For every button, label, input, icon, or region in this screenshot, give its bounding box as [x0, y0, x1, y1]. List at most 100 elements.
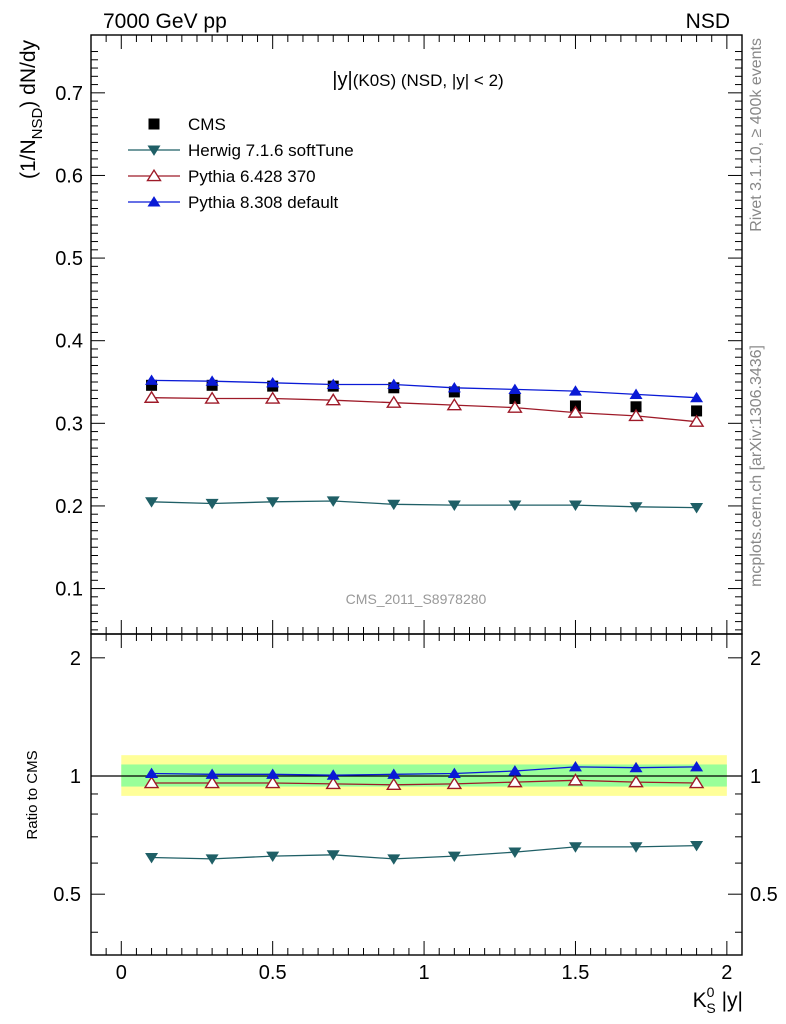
data-point: [447, 381, 461, 393]
ratio-series-0: [145, 841, 704, 865]
data-point: [508, 383, 522, 394]
data-point: [205, 498, 219, 510]
legend-entry: Pythia 6.428 370: [128, 167, 316, 186]
ratio-series-1: [143, 773, 705, 791]
data-point: [509, 393, 521, 405]
data-point: [264, 391, 281, 404]
ratio-point: [266, 768, 280, 779]
data-point: [568, 500, 582, 511]
data-point: [629, 388, 643, 399]
y-tick-label: 0.4: [55, 331, 83, 353]
plot-title: |y|(K0S) (NSD, |y| < 2): [332, 69, 503, 91]
legend-marker: [147, 196, 161, 207]
data-point: [325, 393, 341, 406]
x-tick-label: 0: [116, 962, 127, 984]
data-point: [508, 500, 522, 511]
series-3: [145, 374, 704, 403]
x-tick-label: 0.5: [259, 962, 287, 984]
data-point: [326, 378, 340, 390]
data-point: [386, 395, 402, 408]
mcplots-info: mcplots.cern.ch [arXiv:1306.3436]: [748, 345, 765, 587]
x-axis-label: K0 S |y|: [693, 984, 743, 1016]
data-point: [326, 496, 340, 507]
x-tick-label: 1: [419, 962, 430, 984]
ratio-point: [629, 842, 643, 853]
ratio-y-tick-label-right: 1: [750, 766, 761, 788]
y-tick-label: 0.6: [55, 165, 83, 187]
rivet-info: Rivet 3.1.10, ≥ 400k events: [748, 38, 765, 232]
ratio-point: [387, 768, 401, 779]
data-point: [629, 502, 643, 513]
ratio-y-tick-label: 2: [70, 648, 81, 670]
ratio-point: [387, 854, 401, 865]
data-point: [143, 390, 160, 403]
x-tick-label: 1.5: [562, 962, 590, 984]
data-point: [690, 503, 704, 514]
ratio-point: [326, 769, 340, 780]
ratio-y-tick-label-right: 2: [750, 648, 761, 670]
ratio-point: [690, 761, 704, 772]
ratio-point: [266, 851, 280, 862]
legend: CMS Herwig 7.1.6 softTune Pythia 6.428 370…: [128, 115, 354, 212]
legend-entry: CMS: [148, 115, 226, 134]
header-right: NSD: [686, 10, 730, 33]
data-point: [568, 385, 582, 396]
data-point: [145, 374, 159, 385]
legend-entry: Pythia 8.308 default: [128, 193, 339, 212]
legend-marker: [147, 145, 161, 156]
data-point: [205, 375, 219, 386]
series-2: [143, 390, 705, 427]
ratio-point: [264, 775, 281, 789]
ratio-y-axis-label: Ratio to CMS: [24, 750, 41, 839]
ratio-point: [205, 854, 219, 865]
data-point: [447, 500, 461, 511]
ratio-point: [446, 776, 463, 790]
legend-label: CMS: [188, 115, 226, 134]
ratio-series-2: [145, 761, 704, 780]
legend-label: Pythia 8.308 default: [188, 193, 339, 212]
legend-label: Pythia 6.428 370: [188, 167, 316, 186]
ratio-point: [204, 775, 220, 789]
series-1: [145, 496, 704, 514]
ratio-y-tick-label: 0.5: [53, 884, 81, 906]
data-point: [690, 391, 704, 403]
y-tick-label: 0.5: [55, 248, 83, 270]
data-point: [630, 401, 642, 413]
y-tick-label: 0.1: [55, 579, 83, 601]
data-point: [688, 414, 705, 427]
ratio-point: [688, 775, 705, 789]
ratio-point: [629, 761, 643, 773]
ratio-point: [447, 851, 461, 862]
ratio-point: [447, 767, 461, 779]
ratio-point: [205, 768, 219, 779]
y-tick-label: 0.7: [55, 83, 83, 105]
x-tick-label: 2: [721, 962, 732, 984]
header-left: 7000 GeV pp: [103, 10, 227, 33]
data-point: [387, 378, 401, 390]
ratio-point: [508, 765, 522, 776]
ratio-point: [507, 774, 523, 788]
data-point: [387, 499, 401, 511]
ratio-point: [690, 841, 704, 852]
data-point: [145, 497, 159, 508]
data-point: [266, 497, 280, 508]
ratio-point: [568, 761, 582, 772]
ratio-frame: [90, 633, 743, 956]
ratio-point: [326, 850, 340, 861]
data-point: [146, 379, 158, 391]
legend-entry: Herwig 7.1.6 softTune: [128, 141, 354, 160]
y-tick-label: 0.2: [55, 496, 83, 518]
ratio-point: [145, 767, 159, 779]
data-point: [266, 376, 280, 388]
data-point: [446, 397, 463, 411]
legend-label: Herwig 7.1.6 softTune: [188, 141, 354, 160]
ratio-point: [325, 776, 341, 790]
ratio-line: [151, 844, 697, 860]
data-point: [628, 408, 644, 422]
legend-marker: [148, 118, 160, 130]
ratio-y-tick-label-right: 0.5: [750, 884, 778, 906]
series-line: [151, 500, 697, 509]
ratio-point: [568, 842, 582, 853]
y-tick-label: 0.3: [55, 413, 83, 435]
ratio-point: [145, 852, 159, 864]
